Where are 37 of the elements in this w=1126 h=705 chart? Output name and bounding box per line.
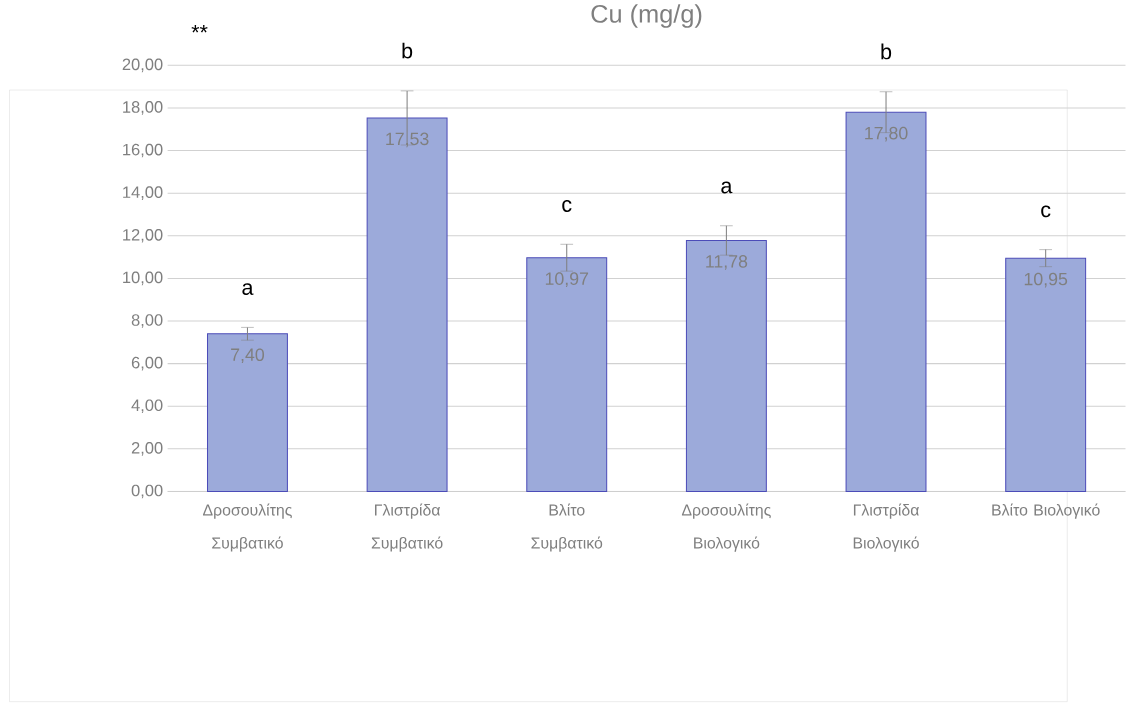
text: b xyxy=(402,42,413,59)
bar xyxy=(526,257,608,493)
data-label: 10,97 xyxy=(545,272,589,288)
annotation: a xyxy=(242,283,254,296)
y-tick-label: 6,00 xyxy=(131,357,163,371)
y-tick-label: 0,00 xyxy=(131,484,163,499)
y-tick-label: 8,00 xyxy=(131,314,163,329)
text: ** xyxy=(191,25,208,33)
x-tick-label: Γλιστρίδα Βιολογικό xyxy=(853,503,919,552)
x-tick-label: Βλίτο Βιολογικό xyxy=(992,503,1100,520)
y-tick-label: 20,00 xyxy=(122,58,163,73)
bar xyxy=(1005,257,1087,493)
y-tick-label: 2,00 xyxy=(131,442,163,456)
y-tick-label: 10,00 xyxy=(123,271,163,286)
chart-title: Cu (mg/g) xyxy=(591,4,702,29)
annotation: c xyxy=(1041,205,1051,218)
bar xyxy=(366,117,448,493)
annotation: c xyxy=(562,200,572,213)
x-tick-label: Γλιστρίδα Συμβατικό xyxy=(371,503,443,552)
text: b xyxy=(881,43,892,60)
x-tick-label: Δροσουλίτης Συμβατικό xyxy=(203,503,292,552)
annotation: a xyxy=(721,181,733,194)
category-label: Βλίτο Συμβατικό xyxy=(531,503,603,552)
data-label: 17,53 xyxy=(386,132,429,148)
data-label: 17,80 xyxy=(865,127,908,142)
bar xyxy=(206,333,288,493)
data-label: 7,40 xyxy=(231,348,265,364)
y-tick-label: 16,00 xyxy=(123,143,163,158)
bar xyxy=(685,240,767,493)
y-tick-label: 4,00 xyxy=(131,399,163,414)
data-label: 11,78 xyxy=(706,255,748,270)
y-tick-label: 18,00 xyxy=(123,101,163,115)
data-label: 10,95 xyxy=(1024,272,1068,288)
y-tick-label: 12,00 xyxy=(123,229,163,243)
bar xyxy=(845,111,927,493)
x-tick-label: Δροσουλίτης Βιολογικό xyxy=(681,503,771,552)
y-tick-label: 14,00 xyxy=(123,186,163,201)
